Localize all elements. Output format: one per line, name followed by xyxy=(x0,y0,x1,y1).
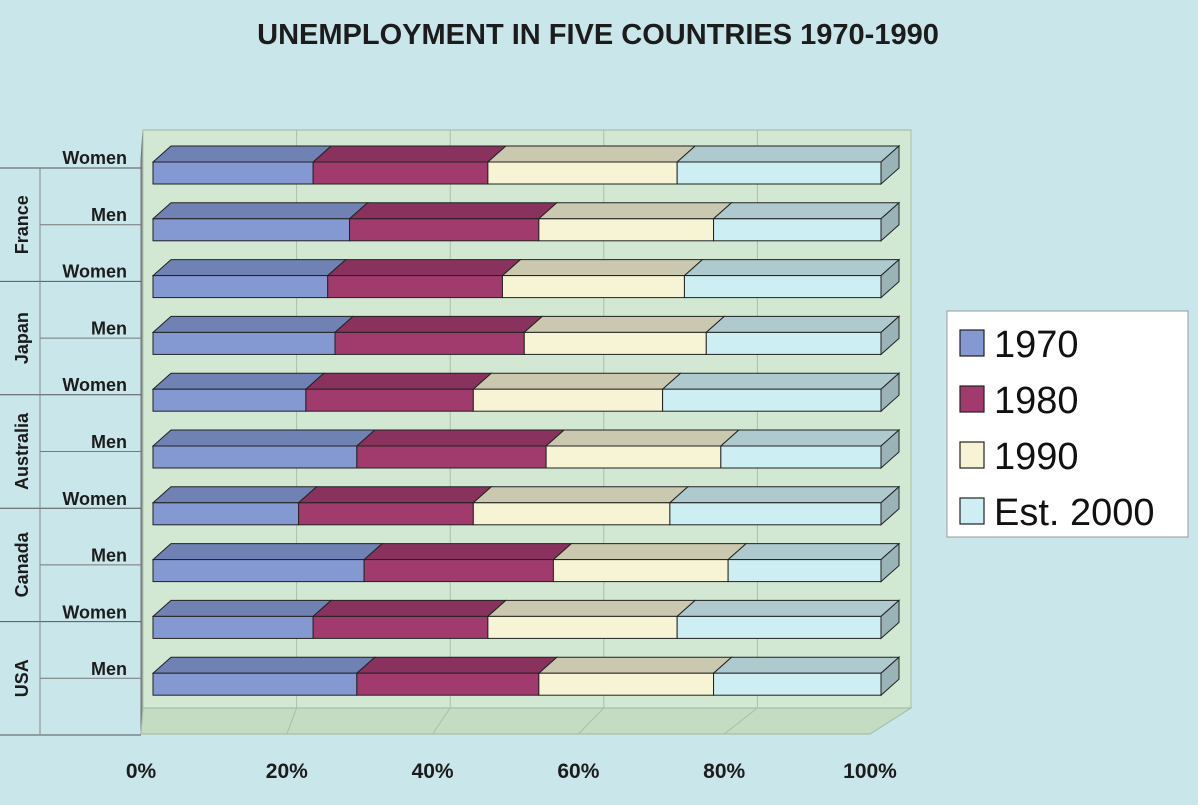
row-label: Men xyxy=(91,546,127,566)
bar-canada-women-est-2000 xyxy=(668,485,901,526)
country-label: Canada xyxy=(12,531,32,597)
bar-usa-women-1980 xyxy=(311,599,508,639)
bar-france-men-1970 xyxy=(151,202,369,242)
floor xyxy=(140,707,913,735)
row-label: Women xyxy=(62,602,127,622)
bar-france-women-1970 xyxy=(151,145,333,185)
legend-swatch xyxy=(959,385,985,413)
x-tick-label: 80% xyxy=(703,760,745,783)
row-label: Women xyxy=(62,489,127,509)
bar-japan-men-1970 xyxy=(151,315,355,355)
bar-australia-women-1990 xyxy=(472,372,682,412)
bar-canada-men-1980 xyxy=(362,543,573,583)
bar-france-women-est-2000 xyxy=(675,144,901,186)
floor-gridline xyxy=(578,707,605,735)
bar-japan-women-1980 xyxy=(326,259,522,299)
legend-box xyxy=(946,310,1189,538)
legend-label: Est. 2000 xyxy=(994,492,1155,534)
bar-canada-women-1970 xyxy=(151,486,318,526)
bar-france-men-1980 xyxy=(348,202,559,242)
chart-title: UNEMPLOYMENT IN FIVE COUNTRIES 1970-1990 xyxy=(257,19,939,51)
bar-france-men-1990 xyxy=(537,202,733,242)
x-tick-label: 100% xyxy=(843,760,897,783)
x-axis: 0% 20% 40% 60% 80% 100% xyxy=(126,760,897,783)
x-tick-label: 0% xyxy=(126,760,157,783)
legend-label: 1980 xyxy=(994,380,1079,422)
x-tick-label: 40% xyxy=(412,760,454,783)
bar-japan-men-est-2000 xyxy=(704,315,901,356)
category-axis: Women Men Women Men Women Men Women Men Women Men… xyxy=(0,148,141,736)
bars xyxy=(151,144,901,697)
bar-france-women-1980 xyxy=(311,145,508,185)
bar-usa-men-1980 xyxy=(355,656,559,696)
legend-swatch xyxy=(959,497,985,525)
row-label: Women xyxy=(62,148,127,168)
bar-japan-women-1990 xyxy=(501,259,704,299)
country-label: USA xyxy=(12,659,32,697)
floor-gridline xyxy=(723,707,758,735)
row-label: Men xyxy=(91,659,127,679)
bar-japan-women-est-2000 xyxy=(683,258,901,299)
row-label: Women xyxy=(62,262,127,282)
bar-canada-men-1970 xyxy=(151,543,384,583)
bar-france-women-1990 xyxy=(486,145,697,185)
bar-usa-men-est-2000 xyxy=(712,656,901,697)
x-tick-label: 20% xyxy=(266,760,308,783)
country-label: Japan xyxy=(12,312,32,364)
bar-canada-women-1980 xyxy=(297,486,493,526)
row-label: Women xyxy=(62,375,127,395)
bar-usa-women-est-2000 xyxy=(675,599,901,640)
legend-label: 1990 xyxy=(994,436,1079,478)
bar-japan-men-1980 xyxy=(333,315,544,355)
bar-canada-women-1990 xyxy=(472,486,690,526)
floor-gridline xyxy=(432,707,451,735)
country-label: Australia xyxy=(12,412,32,490)
bar-usa-men-1970 xyxy=(151,656,377,696)
row-label: Men xyxy=(91,205,127,225)
bar-japan-women-1970 xyxy=(151,259,348,299)
legend-label: 1970 xyxy=(994,324,1079,366)
row-label: Men xyxy=(91,318,127,338)
row-label: Men xyxy=(91,432,127,452)
country-label: France xyxy=(12,195,32,254)
floor-gridline xyxy=(140,707,144,735)
floor-gridline xyxy=(869,707,912,735)
legend: 1970 1980 1990 Est. 2000 xyxy=(946,310,1189,538)
bar-france-men-est-2000 xyxy=(712,201,901,242)
bar-australia-men-1980 xyxy=(355,429,566,469)
bar-japan-men-1990 xyxy=(522,315,726,355)
bar-australia-men-1990 xyxy=(544,429,741,469)
bar-canada-men-1990 xyxy=(552,543,748,583)
bar-australia-women-est-2000 xyxy=(661,372,901,413)
bar-australia-women-1970 xyxy=(151,372,326,412)
bar-australia-men-1970 xyxy=(151,429,377,469)
floor-gridline xyxy=(286,707,298,735)
bar-usa-men-1990 xyxy=(537,656,733,696)
bar-usa-women-1970 xyxy=(151,599,333,639)
legend-swatch xyxy=(959,329,985,357)
bar-canada-men-est-2000 xyxy=(726,542,901,583)
bar-australia-women-1980 xyxy=(304,372,493,412)
bar-australia-men-est-2000 xyxy=(719,428,901,470)
legend-swatch xyxy=(959,441,985,469)
bar-usa-women-1990 xyxy=(486,599,697,639)
x-tick-label: 60% xyxy=(557,760,599,783)
